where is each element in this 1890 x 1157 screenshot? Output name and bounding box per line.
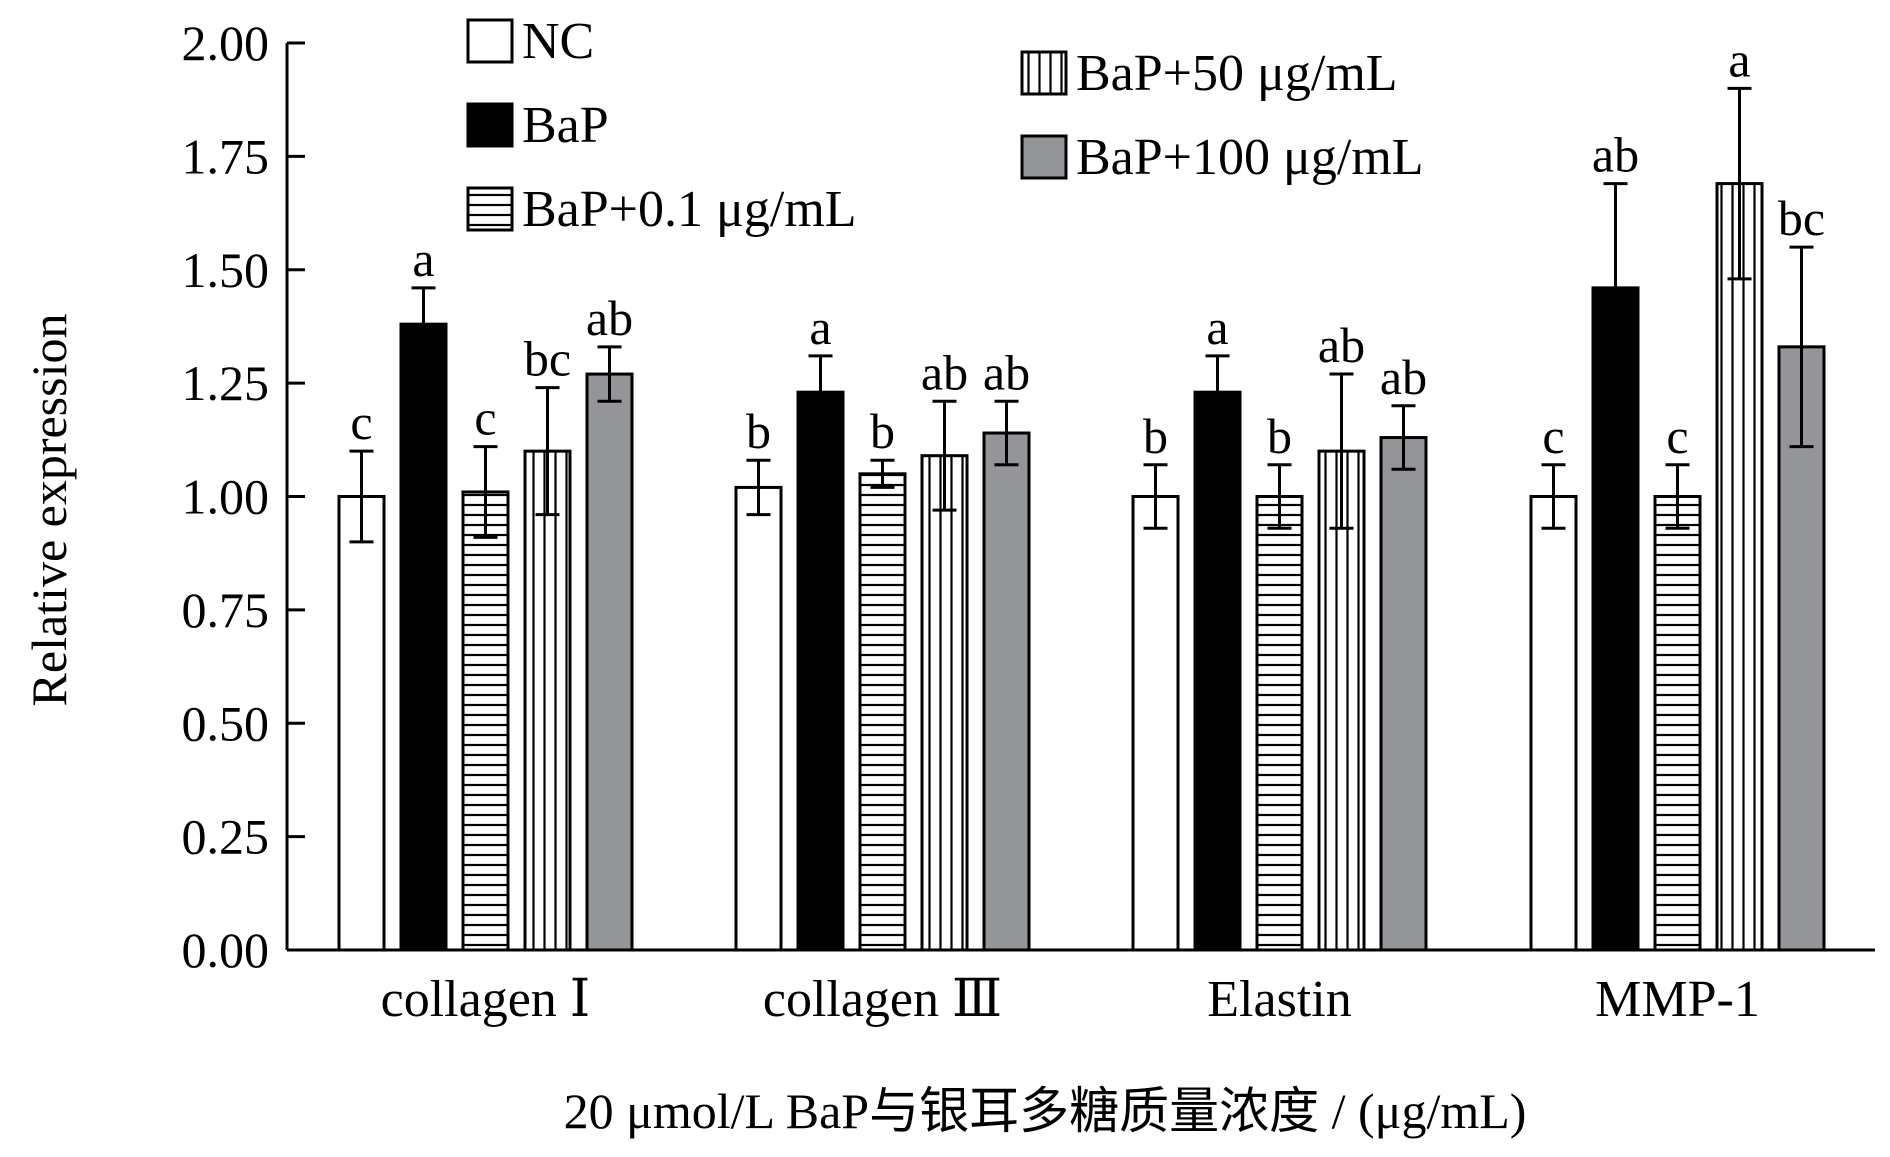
bar — [1193, 390, 1242, 952]
bar — [1715, 182, 1764, 952]
significance-letter: ab — [1592, 127, 1639, 183]
legend-label: BaP+50 μg/mL — [1076, 45, 1398, 102]
significance-letter: a — [1206, 299, 1228, 355]
significance-letter: ab — [1318, 317, 1365, 373]
significance-letter: bc — [1778, 190, 1825, 246]
significance-letter: a — [809, 299, 831, 355]
significance-letter: ab — [921, 344, 968, 400]
bar — [920, 454, 969, 952]
significance-letter: c — [474, 390, 496, 446]
bar — [585, 372, 634, 952]
bar — [399, 322, 448, 952]
bar — [1653, 495, 1702, 952]
plot-area: 0.000.250.500.751.001.251.501.752.00cacb… — [182, 15, 1875, 1028]
x-tick-label: Elastin — [1207, 971, 1351, 1028]
x-axis-title: 20 μmol/L BaP与银耳多糖质量浓度 / (μg/mL) — [564, 1083, 1527, 1139]
significance-letter: b — [1267, 408, 1292, 464]
bar — [523, 449, 572, 952]
y-tick-label: 1.50 — [182, 242, 270, 298]
significance-letter: c — [350, 394, 372, 450]
legend-swatch — [466, 18, 514, 64]
bar — [982, 431, 1031, 952]
significance-letter: a — [1728, 31, 1750, 87]
legend-label: BaP+100 μg/mL — [1076, 129, 1424, 186]
bar — [1529, 495, 1578, 952]
bar — [337, 495, 386, 952]
significance-letter: ab — [983, 344, 1030, 400]
bar — [858, 472, 907, 952]
legend: NC BaP BaP+0.1 μg/mL BaP+50 μg/mL BaP+100 μg… — [466, 13, 1424, 238]
y-tick-label: 0.00 — [182, 922, 270, 978]
significance-letter: ab — [1380, 349, 1427, 405]
y-tick-label: 2.00 — [182, 15, 270, 71]
x-tick-label: MMP-1 — [1595, 971, 1760, 1028]
bar — [1591, 286, 1640, 952]
legend-swatch — [466, 186, 514, 232]
bar — [734, 485, 783, 952]
y-tick-label: 1.75 — [182, 128, 270, 184]
y-tick-label: 0.25 — [182, 809, 270, 865]
legend-swatch — [466, 102, 514, 148]
significance-letter: bc — [524, 331, 571, 387]
significance-letter: ab — [586, 290, 633, 346]
legend-label: BaP+0.1 μg/mL — [522, 181, 857, 238]
y-tick-label: 0.50 — [182, 695, 270, 751]
y-axis-title: Relative expression — [21, 314, 77, 707]
bar — [1777, 345, 1826, 952]
legend-label: BaP — [522, 97, 609, 154]
x-tick-label: collagen Ⅲ — [763, 971, 1002, 1028]
significance-letter: b — [1143, 408, 1168, 464]
significance-letter: b — [746, 403, 771, 459]
significance-letter: c — [1666, 408, 1688, 464]
legend-swatch — [1020, 134, 1068, 180]
bar — [796, 390, 845, 952]
x-tick-label: collagen Ⅰ — [381, 971, 591, 1028]
bar — [461, 490, 510, 952]
legend-swatch — [1020, 50, 1068, 96]
significance-letter: a — [412, 231, 434, 287]
bar — [1131, 495, 1180, 952]
y-tick-label: 1.00 — [182, 469, 270, 525]
significance-letter: b — [870, 403, 895, 459]
y-tick-label: 1.25 — [182, 355, 270, 411]
bar — [1379, 436, 1428, 952]
y-tick-label: 0.75 — [182, 582, 270, 638]
legend-label: NC — [522, 13, 594, 70]
significance-letter: c — [1542, 408, 1564, 464]
bar — [1255, 495, 1304, 952]
